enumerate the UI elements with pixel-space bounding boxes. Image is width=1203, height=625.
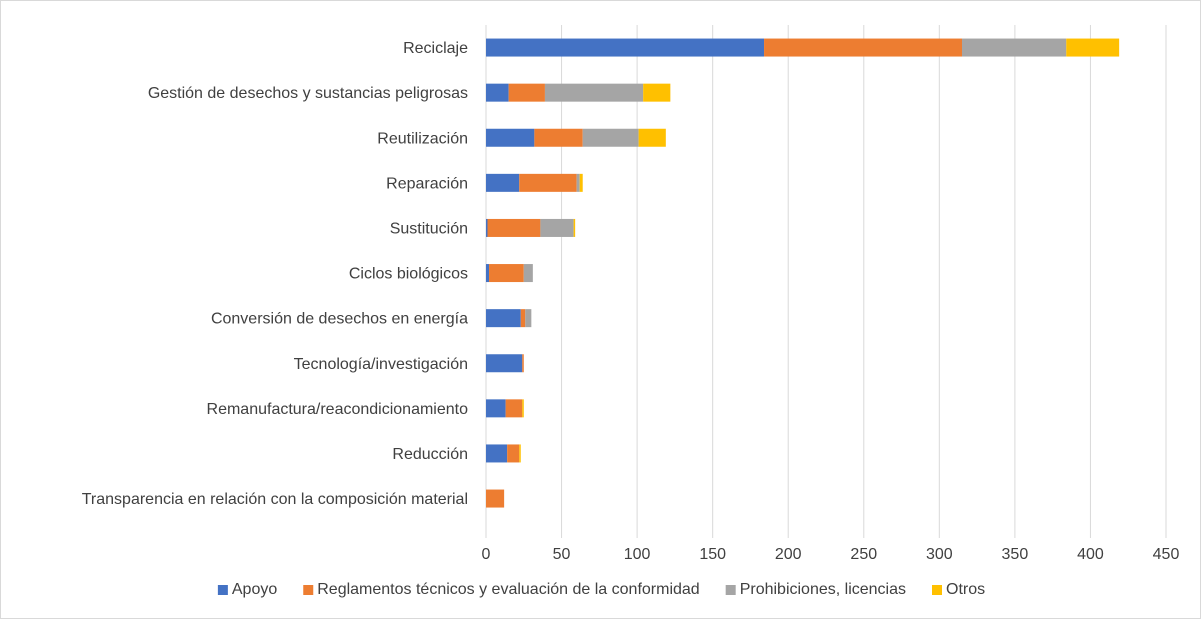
- bar-segment-2: [509, 84, 545, 102]
- bar-segment-2: [488, 219, 541, 237]
- category-label: Ciclos biológicos: [349, 266, 468, 283]
- category-label: Reutilización: [377, 130, 468, 147]
- bar-segment-3: [962, 39, 1066, 57]
- legend-swatch-4: [932, 585, 942, 595]
- bar-segment-3: [525, 309, 531, 327]
- x-tick-label: 400: [1077, 546, 1104, 563]
- bar-segment-1: [486, 309, 521, 327]
- category-label: Reducción: [392, 446, 468, 463]
- category-label: Conversión de desechos en energía: [211, 311, 468, 328]
- bar-segment-3: [577, 174, 580, 192]
- bar-segment-1: [486, 84, 509, 102]
- bar-segment-1: [486, 354, 522, 372]
- category-label: Tecnología/investigación: [294, 356, 468, 373]
- bar-segment-2: [489, 264, 524, 282]
- legend-label: Apoyo: [232, 581, 277, 598]
- bar-segment-2: [534, 129, 582, 147]
- legend-swatch-2: [303, 585, 313, 595]
- bar-segment-2: [519, 174, 576, 192]
- bar-segment-2: [764, 39, 962, 57]
- gridlines: [486, 25, 1166, 538]
- bar-segment-4: [639, 129, 666, 147]
- legend: Apoyo Reglamentos técnicos y evaluación d…: [218, 581, 985, 598]
- bar-segment-2: [486, 490, 504, 508]
- category-label: Gestión de desechos y sustancias peligro…: [148, 85, 468, 102]
- bar-segment-3: [545, 84, 643, 102]
- category-label: Sustitución: [390, 220, 468, 237]
- x-tick-label: 50: [553, 546, 571, 563]
- bar-segment-4: [522, 399, 524, 417]
- bar-segment-3: [583, 129, 639, 147]
- bar-segment-1: [486, 129, 534, 147]
- x-tick-label: 300: [926, 546, 953, 563]
- bar-segment-3: [524, 264, 533, 282]
- bar-segment-4: [643, 84, 670, 102]
- legend-label: Otros: [946, 581, 985, 598]
- category-label: Reciclaje: [403, 40, 468, 57]
- bar-segment-3: [540, 219, 573, 237]
- x-tick-label: 0: [482, 546, 491, 563]
- bar-segment-1: [486, 39, 764, 57]
- category-label: Transparencia en relación con la composi…: [82, 491, 468, 508]
- x-tick-labels: 0 50 100 150 200 250 300 350 400 450: [482, 546, 1180, 563]
- legend-label: Reglamentos técnicos y evaluación de la …: [317, 581, 699, 598]
- x-tick-label: 100: [624, 546, 651, 563]
- bar-segment-4: [1066, 39, 1119, 57]
- category-label: Remanufactura/reacondicionamiento: [207, 401, 469, 418]
- category-labels: Reciclaje Gestión de desechos y sustancia…: [82, 40, 468, 508]
- bar-segment-4: [574, 219, 576, 237]
- x-tick-label: 350: [1002, 546, 1029, 563]
- bar-segment-1: [486, 174, 519, 192]
- bar-segment-2: [506, 399, 523, 417]
- bar-segment-1: [486, 444, 507, 462]
- bar-segment-4: [519, 444, 521, 462]
- x-tick-label: 450: [1153, 546, 1180, 563]
- bar-segment-2: [507, 444, 519, 462]
- x-tick-label: 250: [850, 546, 877, 563]
- bar-segment-2: [521, 309, 526, 327]
- legend-swatch-3: [726, 585, 736, 595]
- bar-segment-1: [486, 264, 489, 282]
- category-label: Reparación: [386, 175, 468, 192]
- bars: [486, 39, 1119, 508]
- x-tick-label: 200: [775, 546, 802, 563]
- bar-segment-1: [486, 399, 506, 417]
- legend-swatch-1: [218, 585, 228, 595]
- bar-segment-1: [486, 219, 488, 237]
- x-tick-label: 150: [699, 546, 726, 563]
- bar-segment-2: [522, 354, 524, 372]
- legend-label: Prohibiciones, licencias: [740, 581, 906, 598]
- bar-segment-4: [580, 174, 583, 192]
